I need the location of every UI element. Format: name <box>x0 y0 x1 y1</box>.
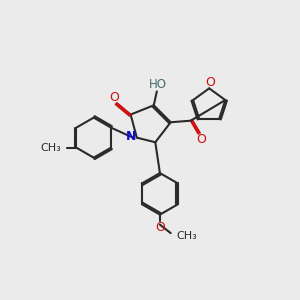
Text: CH₃: CH₃ <box>177 231 198 241</box>
Text: O: O <box>110 91 119 104</box>
Text: N: N <box>126 130 136 143</box>
Text: O: O <box>205 76 215 89</box>
Text: O: O <box>196 133 206 146</box>
Text: O: O <box>155 221 165 234</box>
Text: HO: HO <box>149 78 167 91</box>
Text: CH₃: CH₃ <box>40 143 61 153</box>
